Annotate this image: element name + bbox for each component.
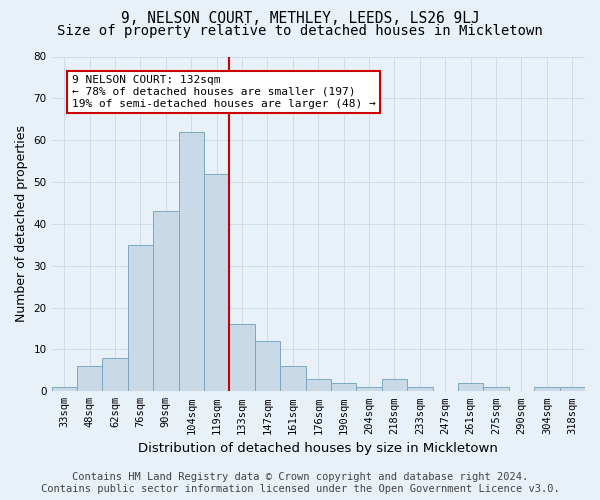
Bar	[458, 383, 484, 392]
Bar	[407, 387, 433, 392]
Bar	[484, 387, 509, 392]
Bar	[382, 379, 407, 392]
Text: Size of property relative to detached houses in Mickletown: Size of property relative to detached ho…	[57, 24, 543, 38]
Bar	[153, 212, 179, 392]
Bar	[77, 366, 103, 392]
Bar	[179, 132, 204, 392]
Bar	[103, 358, 128, 392]
Bar	[128, 245, 153, 392]
Bar	[229, 324, 255, 392]
Bar	[305, 379, 331, 392]
Bar	[534, 387, 560, 392]
Bar	[52, 387, 77, 392]
Text: Contains HM Land Registry data © Crown copyright and database right 2024.
Contai: Contains HM Land Registry data © Crown c…	[41, 472, 559, 494]
Text: 9 NELSON COURT: 132sqm
← 78% of detached houses are smaller (197)
19% of semi-de: 9 NELSON COURT: 132sqm ← 78% of detached…	[72, 76, 376, 108]
Bar	[255, 341, 280, 392]
Bar	[560, 387, 585, 392]
Text: 9, NELSON COURT, METHLEY, LEEDS, LS26 9LJ: 9, NELSON COURT, METHLEY, LEEDS, LS26 9L…	[121, 11, 479, 26]
Bar	[204, 174, 229, 392]
Bar	[356, 387, 382, 392]
X-axis label: Distribution of detached houses by size in Mickletown: Distribution of detached houses by size …	[139, 442, 498, 455]
Bar	[280, 366, 305, 392]
Y-axis label: Number of detached properties: Number of detached properties	[15, 126, 28, 322]
Bar	[331, 383, 356, 392]
